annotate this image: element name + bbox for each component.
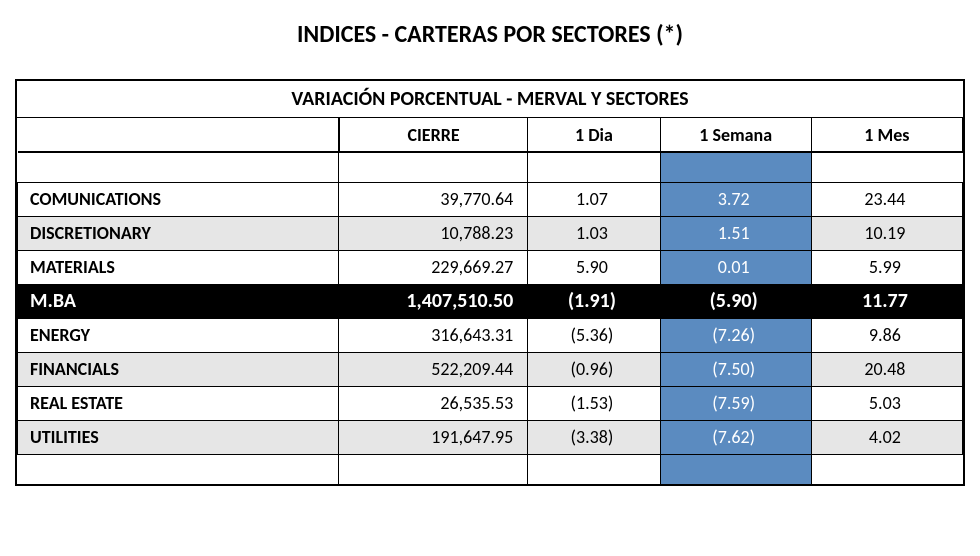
cell-dia: (3.38) [528, 420, 660, 454]
cell-semana: 0.01 [660, 250, 811, 284]
table-body: COMUNICATIONS39,770.641.073.7223.44DISCR… [18, 152, 963, 484]
row-label: COMUNICATIONS [18, 182, 339, 216]
table-row: REAL ESTATE26,535.53(1.53)(7.59)5.03 [18, 386, 963, 420]
cell-dia: (0.96) [528, 352, 660, 386]
cell-mes: 9.86 [811, 318, 962, 352]
row-label: FINANCIALS [18, 352, 339, 386]
table-row: UTILITIES191,647.95(3.38)(7.62)4.02 [18, 420, 963, 454]
cell-semana: (7.50) [660, 352, 811, 386]
cell-dia: (1.53) [528, 386, 660, 420]
cell-dia: 1.07 [528, 182, 660, 216]
col-header-cierre: CIERRE [339, 118, 528, 152]
table-row: ENERGY316,643.31(5.36)(7.26)9.86 [18, 318, 963, 352]
table-row: MATERIALS229,669.275.900.015.99 [18, 250, 963, 284]
table-row: DISCRETIONARY10,788.231.031.5110.19 [18, 216, 963, 250]
cell-mes: 20.48 [811, 352, 962, 386]
col-header-dia: 1 Dia [528, 118, 660, 152]
row-label: UTILITIES [18, 420, 339, 454]
table-container: VARIACIÓN PORCENTUAL - MERVAL Y SECTORES… [15, 79, 965, 486]
table-row: M.BA1,407,510.50(1.91)(5.90)11.77 [18, 284, 963, 318]
row-label: M.BA [18, 284, 339, 318]
cell-cierre: 1,407,510.50 [339, 284, 528, 318]
cell-cierre: 316,643.31 [339, 318, 528, 352]
cell-dia: 5.90 [528, 250, 660, 284]
spacer-row [18, 152, 963, 182]
cell-mes: 4.02 [811, 420, 962, 454]
spacer-row [18, 454, 963, 484]
cell-semana: (7.59) [660, 386, 811, 420]
table-subtitle: VARIACIÓN PORCENTUAL - MERVAL Y SECTORES [17, 81, 963, 118]
header-row: CIERRE 1 Dia 1 Semana 1 Mes [18, 118, 963, 152]
cell-mes: 23.44 [811, 182, 962, 216]
cell-semana: 3.72 [660, 182, 811, 216]
row-label: REAL ESTATE [18, 386, 339, 420]
cell-dia: (5.36) [528, 318, 660, 352]
cell-cierre: 26,535.53 [339, 386, 528, 420]
cell-semana: (5.90) [660, 284, 811, 318]
table-row: COMUNICATIONS39,770.641.073.7223.44 [18, 182, 963, 216]
cell-dia: (1.91) [528, 284, 660, 318]
cell-mes: 5.03 [811, 386, 962, 420]
cell-cierre: 229,669.27 [339, 250, 528, 284]
row-label: DISCRETIONARY [18, 216, 339, 250]
cell-mes: 11.77 [811, 284, 962, 318]
cell-cierre: 191,647.95 [339, 420, 528, 454]
page-title: INDICES - CARTERAS POR SECTORES (*) [15, 20, 965, 49]
col-header-mes: 1 Mes [811, 118, 962, 152]
sector-table: CIERRE 1 Dia 1 Semana 1 Mes COMUNICATION… [17, 118, 963, 484]
cell-cierre: 10,788.23 [339, 216, 528, 250]
table-row: FINANCIALS522,209.44(0.96)(7.50)20.48 [18, 352, 963, 386]
cell-dia: 1.03 [528, 216, 660, 250]
row-label: ENERGY [18, 318, 339, 352]
col-header-label [18, 118, 339, 152]
cell-semana: (7.26) [660, 318, 811, 352]
col-header-semana: 1 Semana [660, 118, 811, 152]
cell-semana: (7.62) [660, 420, 811, 454]
cell-mes: 5.99 [811, 250, 962, 284]
cell-mes: 10.19 [811, 216, 962, 250]
cell-cierre: 39,770.64 [339, 182, 528, 216]
cell-semana: 1.51 [660, 216, 811, 250]
cell-cierre: 522,209.44 [339, 352, 528, 386]
row-label: MATERIALS [18, 250, 339, 284]
